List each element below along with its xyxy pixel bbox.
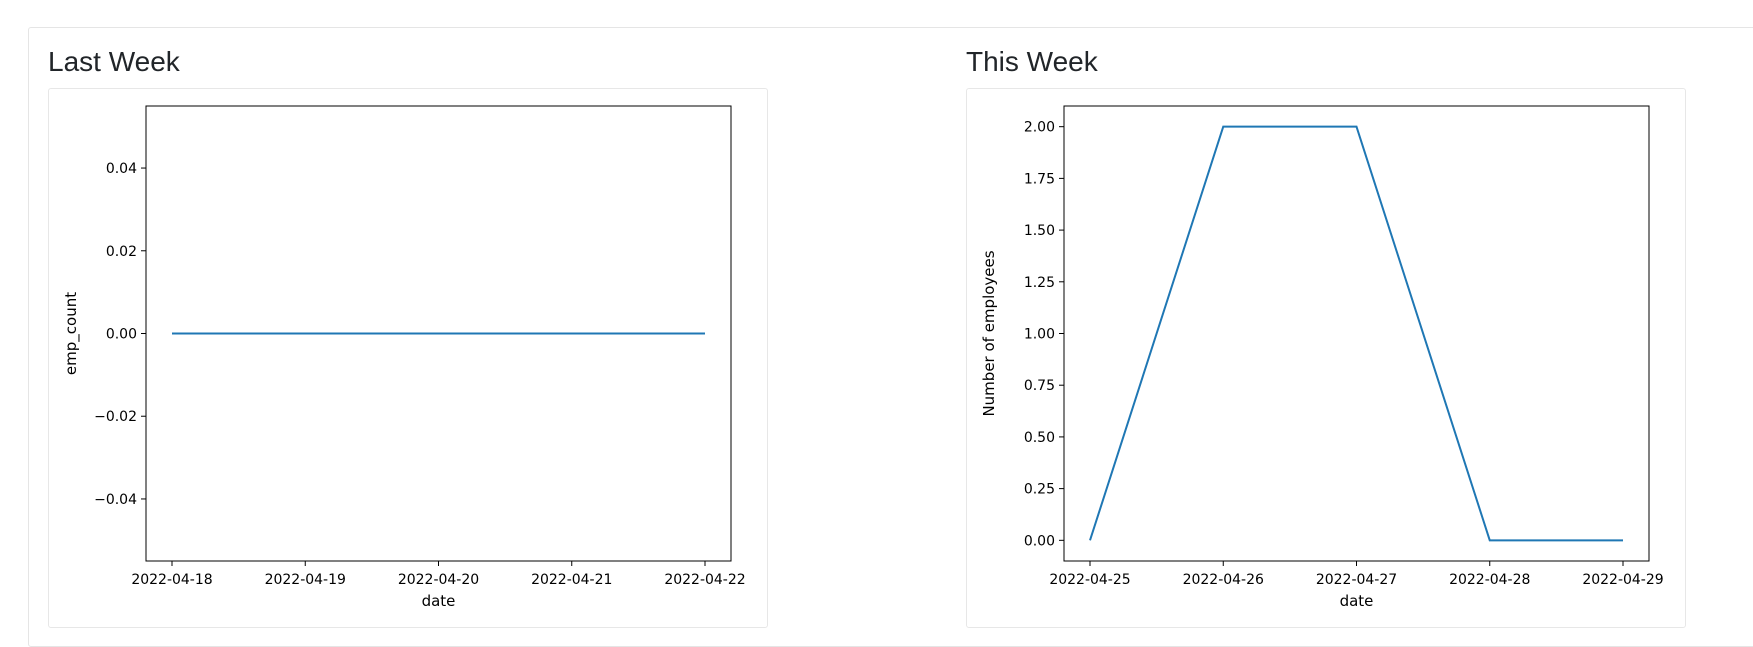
x-axis-label: date bbox=[1340, 592, 1374, 610]
y-tick-label: 1.25 bbox=[1024, 275, 1055, 291]
y-tick-label: 0.00 bbox=[1024, 533, 1055, 549]
chart-box-this-week: 2.00 1.75 1.50 1.25 1.00 0.75 0.50 0.25 0.00 2022… bbox=[966, 88, 1686, 628]
x-tick-label: 2022-04-25 bbox=[1049, 572, 1130, 588]
panel-title-last-week: Last Week bbox=[48, 46, 180, 77]
y-tick-label: 0.02 bbox=[106, 244, 137, 260]
x-tick-label: 2022-04-19 bbox=[265, 572, 346, 588]
x-tick-label: 2022-04-21 bbox=[531, 572, 612, 588]
x-tick-label: 2022-04-18 bbox=[131, 572, 212, 588]
x-tick-label: 2022-04-22 bbox=[664, 572, 745, 588]
y-tick-label: 0.04 bbox=[106, 161, 137, 177]
x-tick-label: 2022-04-20 bbox=[398, 572, 479, 588]
y-tick-label: −0.02 bbox=[94, 409, 137, 425]
panel-title-this-week: This Week bbox=[966, 46, 1098, 77]
series-line bbox=[1089, 125, 1623, 542]
chart-this-week: 2.00 1.75 1.50 1.25 1.00 0.75 0.50 0.25 0.00 2022… bbox=[980, 105, 1664, 610]
x-tick-label: 2022-04-27 bbox=[1316, 572, 1397, 588]
y-axis-label: emp_count bbox=[62, 292, 81, 375]
chart-last-week: 0.04 0.02 0.00 −0.02 −0.04 2022-04-18 2022-04-… bbox=[62, 105, 746, 610]
plot-frame bbox=[1063, 105, 1650, 562]
chart-box-last-week: 0.04 0.02 0.00 −0.02 −0.04 2022-04-18 2022-04-… bbox=[48, 88, 768, 628]
y-tick-label: 2.00 bbox=[1024, 120, 1055, 136]
y-tick-label: 0.75 bbox=[1024, 378, 1055, 394]
y-tick-label: 1.50 bbox=[1024, 223, 1055, 239]
y-axis-label: Number of employees bbox=[980, 250, 998, 416]
y-tick-label: 1.75 bbox=[1024, 171, 1055, 187]
y-tick-label: 0.50 bbox=[1024, 430, 1055, 446]
x-tick-label: 2022-04-29 bbox=[1582, 572, 1663, 588]
x-tick-label: 2022-04-26 bbox=[1183, 572, 1264, 588]
y-tick-label: 0.00 bbox=[106, 327, 137, 343]
x-tick-label: 2022-04-28 bbox=[1449, 572, 1530, 588]
x-axis-label: date bbox=[422, 592, 456, 610]
y-tick-label: 1.00 bbox=[1024, 327, 1055, 343]
y-tick-label: 0.25 bbox=[1024, 482, 1055, 498]
y-tick-label: −0.04 bbox=[94, 492, 137, 508]
